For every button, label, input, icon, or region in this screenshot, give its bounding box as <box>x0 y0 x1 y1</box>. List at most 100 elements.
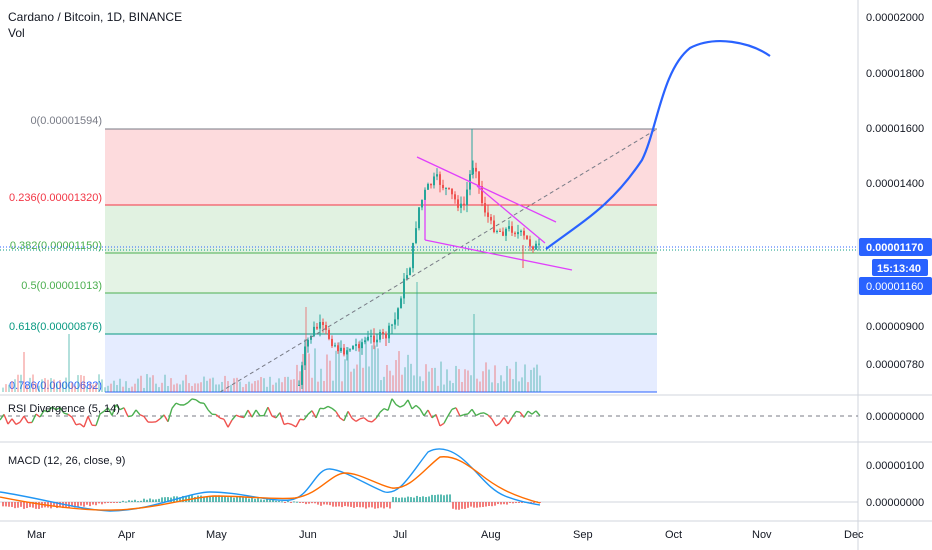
volume-bar <box>512 379 514 392</box>
volume-bar <box>395 360 397 392</box>
rsi-segment <box>371 417 377 423</box>
volume-bar <box>152 375 154 392</box>
volume-bar <box>509 368 511 392</box>
volume-bar <box>86 386 88 392</box>
volume-bar <box>263 378 265 392</box>
volume-bar <box>38 385 40 392</box>
volume-bar <box>110 383 112 392</box>
rsi-segment <box>139 414 145 418</box>
rsi-segment <box>271 415 277 419</box>
candle-body <box>466 189 468 205</box>
macd-hist-bar <box>443 495 445 502</box>
rsi-segment <box>431 413 437 419</box>
macd-hist-bar <box>62 502 64 509</box>
candle-body <box>307 339 309 347</box>
candle-body <box>340 347 342 352</box>
projection-curve[interactable] <box>545 40 771 250</box>
volume-bar <box>149 377 151 392</box>
volume-bar <box>515 361 517 392</box>
macd-hist-bar <box>17 502 19 508</box>
rsi-segment <box>363 417 369 422</box>
macd-hist-bar <box>494 502 496 506</box>
price-axis[interactable]: 0.00002000 0.00001800 0.00001600 0.00001… <box>859 12 932 509</box>
volume-bar <box>491 382 493 392</box>
rsi-segment <box>291 423 297 428</box>
volume-bar <box>467 370 469 392</box>
macd-hist-bar <box>113 502 115 503</box>
volume-bar <box>14 379 16 392</box>
rsi-segment <box>407 399 413 410</box>
rsi-segment <box>335 411 341 419</box>
macd-hist-bar <box>248 498 250 502</box>
fib-label-0382: 0.382(0.00001150) <box>10 240 102 252</box>
macd-hist-bar <box>281 501 283 503</box>
time-axis[interactable]: Mar Apr May Jun Jul Aug Sep Oct Nov Dec <box>27 529 864 541</box>
candle-body <box>430 183 432 186</box>
macd-hist-bar <box>167 497 169 502</box>
volume-bar <box>191 385 193 392</box>
rsi-segment <box>467 408 473 415</box>
volume-bar <box>155 383 157 392</box>
rsi-segment <box>167 408 173 422</box>
rsi-segment <box>331 407 337 413</box>
macd-hist-bar <box>407 496 409 502</box>
macd-label: MACD (12, 26, close, 9) <box>8 455 125 467</box>
volume-bar <box>161 382 163 392</box>
macd-hist-bar <box>98 502 100 504</box>
rsi-panel: RSI Divergence (5, 14) <box>0 398 858 428</box>
volume-bar <box>206 380 208 392</box>
time-label-sep: Sep <box>573 529 593 541</box>
rsi-segment <box>475 412 481 417</box>
volume-bar <box>68 334 70 392</box>
rsi-segment <box>195 399 201 404</box>
candle-body <box>349 349 351 351</box>
macd-hist-bar <box>485 502 487 507</box>
rsi-segment <box>395 404 401 408</box>
macd-axis-tick: 0.00000000 <box>866 497 924 509</box>
rsi-segment <box>531 410 537 415</box>
volume-bar <box>95 383 97 392</box>
volume-bar <box>452 383 454 392</box>
signal-line <box>0 456 541 511</box>
macd-hist-bar <box>395 497 397 502</box>
volume-bar <box>503 381 505 392</box>
rsi-segment <box>223 418 229 428</box>
rsi-segment <box>483 412 489 416</box>
fib-zones <box>105 128 657 393</box>
candle-body <box>388 325 390 339</box>
macd-hist-bar <box>23 502 25 509</box>
chart-title: Cardano / Bitcoin, 1D, BINANCE <box>8 10 182 24</box>
current-price-value: 0.00001170 <box>866 242 924 254</box>
volume-bar <box>200 382 202 392</box>
rsi-segment <box>323 405 329 410</box>
candle-body <box>391 324 393 326</box>
volume-bar <box>218 384 220 392</box>
rsi-segment <box>23 415 29 424</box>
fib-trend-line[interactable] <box>219 128 658 393</box>
volume-bar <box>5 384 7 392</box>
macd-hist-bar <box>344 502 346 507</box>
macd-hist-bar <box>206 496 208 502</box>
fib-label-0236: 0.236(0.00001320) <box>9 192 102 204</box>
rsi-segment <box>243 409 249 418</box>
volume-bar <box>128 387 130 392</box>
macd-hist-bar <box>296 501 298 503</box>
volume-bar <box>89 383 91 392</box>
rsi-segment <box>7 418 13 425</box>
macd-hist-bar <box>104 502 106 504</box>
candle-body <box>463 203 465 205</box>
macd-hist-bar <box>194 496 196 502</box>
macd-hist-bar <box>221 496 223 502</box>
volume-bar <box>368 366 370 392</box>
volume-bar <box>266 386 268 392</box>
macd-hist-bar <box>14 502 16 509</box>
falling-wedge[interactable] <box>416 156 573 271</box>
macd-hist-bar <box>272 498 274 502</box>
volume-bar <box>245 384 247 392</box>
macd-hist-bar <box>386 502 388 508</box>
volume-bar <box>365 337 367 392</box>
macd-hist-bar <box>251 497 253 502</box>
rsi-segment <box>443 415 449 424</box>
macd-hist-bar <box>209 495 211 502</box>
